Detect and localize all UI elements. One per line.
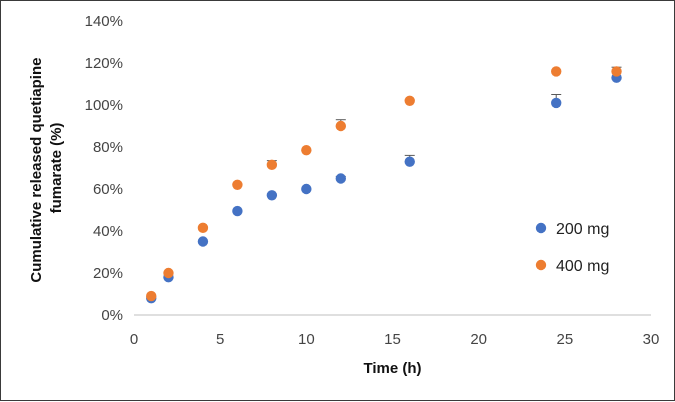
data-point-400mg xyxy=(197,222,209,234)
data-point-400mg xyxy=(163,267,174,279)
data-point-400mg xyxy=(232,179,243,190)
x-tick-label: 5 xyxy=(216,331,224,348)
x-tick-label: 0 xyxy=(130,331,138,348)
y-tick-label: 60% xyxy=(93,181,123,198)
x-tick-label: 15 xyxy=(384,331,401,348)
data-point-400mg xyxy=(146,290,157,302)
data-point-400mg xyxy=(266,159,278,171)
data-point-200mg xyxy=(197,236,209,247)
y-tick-label: 80% xyxy=(93,139,123,156)
legend-marker xyxy=(535,222,547,234)
y-axis-title-line-2: fumarate (%) xyxy=(48,123,65,214)
y-axis-title-line-1: Cumulative released quetiapine xyxy=(28,58,45,283)
data-point-400mg xyxy=(551,66,562,77)
legend-label: 400 mg xyxy=(556,258,609,275)
data-point-400mg xyxy=(335,120,346,132)
x-tick-label: 10 xyxy=(298,331,315,348)
y-tick-label: 40% xyxy=(93,223,123,240)
x-axis-ticks: 0 5 10 15 20 25 30 xyxy=(130,331,660,348)
data-point-400mg xyxy=(611,66,622,77)
data-point-200mg xyxy=(335,173,346,184)
data-point-200mg xyxy=(232,205,243,217)
y-tick-label: 100% xyxy=(85,97,123,114)
data-point-200mg xyxy=(266,190,278,201)
y-axis-title: Cumulative released quetiapine fumarate … xyxy=(28,53,65,282)
y-tick-label: 140% xyxy=(85,13,123,30)
x-tick-label: 30 xyxy=(643,331,660,348)
y-axis-ticks: 0% 20% 40% 60% 80% 100% 120% 140% xyxy=(85,13,123,324)
data-point-200mg xyxy=(301,183,312,195)
legend-label: 200 mg xyxy=(556,221,609,238)
error-bars xyxy=(266,66,622,179)
legend-marker xyxy=(535,259,547,271)
x-tick-label: 25 xyxy=(556,331,573,348)
y-tick-label: 0% xyxy=(101,307,123,324)
data-point-400mg xyxy=(404,95,415,107)
y-tick-label: 20% xyxy=(93,265,123,282)
y-tick-label: 120% xyxy=(85,55,123,72)
legend: 200 mg 400 mg xyxy=(535,221,609,275)
data-points xyxy=(146,66,622,304)
data-point-200mg xyxy=(551,97,562,109)
x-axis-title: Time (h) xyxy=(363,360,421,377)
x-tick-label: 20 xyxy=(470,331,487,348)
data-point-200mg xyxy=(404,156,415,167)
data-point-400mg xyxy=(301,144,312,156)
